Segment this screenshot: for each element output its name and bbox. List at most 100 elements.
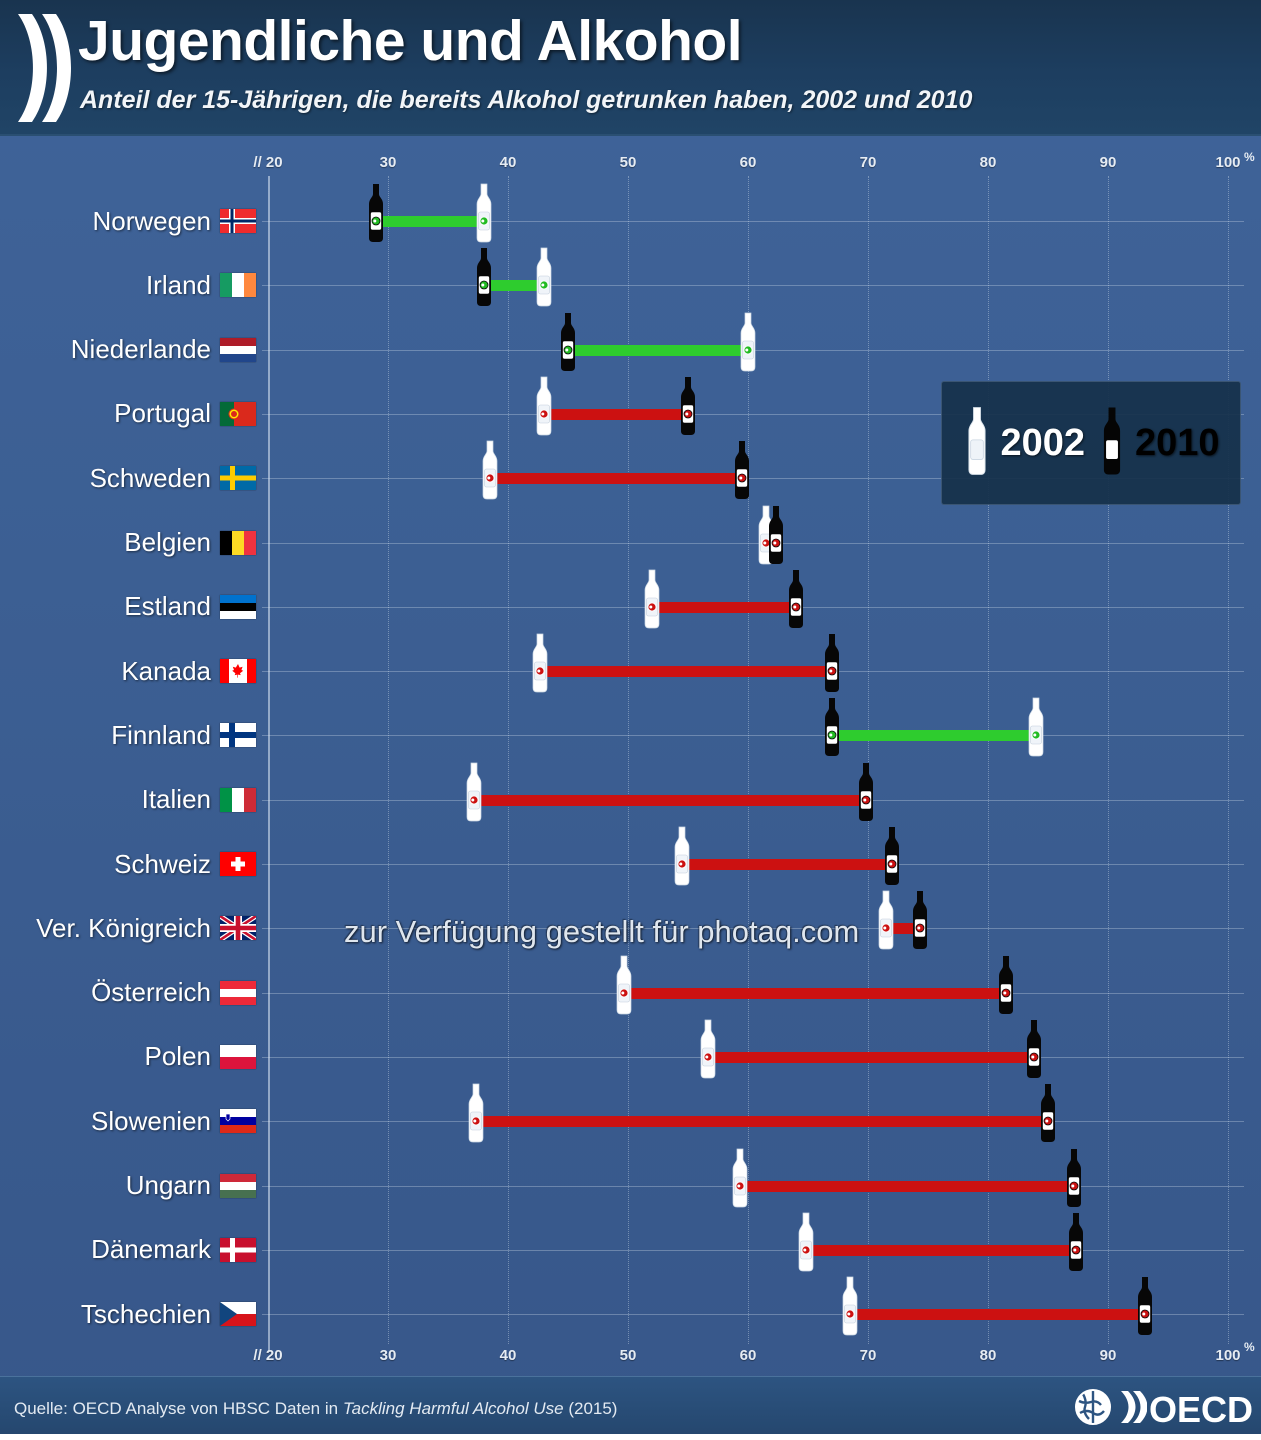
gridline-vertical bbox=[868, 176, 869, 1344]
axis-tick-label-70-bottom: 70 bbox=[859, 1347, 877, 1364]
flag-no-icon bbox=[220, 209, 256, 233]
gridline-horizontal bbox=[262, 735, 1244, 737]
datapoint-bottle-2002 bbox=[527, 632, 553, 694]
datapoint-bottle-2010 bbox=[853, 761, 879, 823]
axis-tick-label-50-bottom: 50 bbox=[619, 1347, 637, 1364]
flag-pl-icon bbox=[220, 1044, 256, 1069]
country-label-fi: Finnland bbox=[0, 720, 262, 750]
connector-bar-up bbox=[475, 1116, 1048, 1128]
gridline-vertical bbox=[388, 176, 389, 1344]
flag-pt-icon bbox=[220, 401, 256, 426]
gridline-horizontal bbox=[262, 1249, 1244, 1251]
country-label-si: Slowenien bbox=[0, 1106, 262, 1136]
country-name: Finnland bbox=[111, 719, 211, 750]
country-label-at: Österreich bbox=[0, 977, 262, 1008]
country-name: Slowenien bbox=[91, 1105, 211, 1136]
country-label-dk: Dänemark bbox=[0, 1234, 262, 1265]
country-label-be: Belgien bbox=[0, 527, 262, 558]
datapoint-bottle-2010 bbox=[879, 825, 905, 887]
datapoint-bottle-2002 bbox=[531, 375, 557, 437]
axis-tick-label-80-bottom: 80 bbox=[979, 1347, 997, 1364]
country-name: Österreich bbox=[91, 977, 211, 1008]
source-prefix: Quelle: OECD Analyse von HBSC Daten in bbox=[14, 1399, 343, 1418]
country-label-hu: Ungarn bbox=[0, 1170, 262, 1201]
gridline-vertical bbox=[508, 176, 509, 1344]
flag-ch-icon bbox=[220, 852, 256, 876]
oecd-globe-icon bbox=[1071, 1385, 1115, 1434]
connector-bar-down bbox=[568, 344, 748, 356]
country-label-no: Norwegen bbox=[0, 206, 262, 236]
country-label-it: Italien bbox=[0, 784, 262, 815]
gridline-horizontal bbox=[262, 285, 1244, 287]
gridline-vertical bbox=[1228, 176, 1229, 1344]
connector-bar-up bbox=[805, 1244, 1076, 1256]
country-name: Niederlande bbox=[70, 334, 211, 365]
axis-tick-label-30-bottom: 30 bbox=[379, 1347, 397, 1364]
header-banner: Jugendliche und Alkohol Anteil der 15-Jä… bbox=[0, 0, 1261, 136]
page-title: Jugendliche und Alkohol bbox=[78, 9, 743, 73]
flag-dk-icon bbox=[220, 1237, 256, 1262]
datapoint-bottle-2010 bbox=[471, 246, 497, 308]
gridline-vertical bbox=[628, 176, 629, 1344]
legend-item-2010: 2010 bbox=[1097, 404, 1220, 483]
datapoint-bottle-2010 bbox=[675, 375, 701, 437]
country-name: Estland bbox=[124, 591, 211, 622]
axis-tick-label-90-bottom: 90 bbox=[1099, 1347, 1117, 1364]
flag-gb-icon bbox=[220, 916, 256, 941]
datapoint-bottle-2010 bbox=[819, 696, 845, 758]
black-bottle-icon bbox=[1097, 404, 1127, 483]
axis-tick-label-30-top: 30 bbox=[379, 154, 397, 171]
axis-tick-label-80-top: 80 bbox=[979, 154, 997, 171]
country-name: Polen bbox=[144, 1041, 212, 1072]
datapoint-bottle-2002 bbox=[471, 182, 497, 244]
connector-bar-up bbox=[850, 1309, 1146, 1321]
country-label-pt: Portugal bbox=[0, 398, 262, 429]
connector-bar-up bbox=[540, 666, 832, 678]
flag-fi-icon bbox=[220, 723, 256, 748]
axis-tick-label-50-top: 50 bbox=[619, 154, 637, 171]
country-name: Tschechien bbox=[80, 1298, 211, 1329]
axis-unit-top: % bbox=[1244, 150, 1255, 164]
datapoint-bottle-2010 bbox=[1035, 1082, 1061, 1144]
y-axis-line bbox=[268, 176, 270, 1352]
datapoint-bottle-2002 bbox=[1023, 696, 1049, 758]
axis-tick-label-90-top: 90 bbox=[1099, 154, 1117, 171]
country-label-cz: Tschechien bbox=[0, 1299, 262, 1329]
flag-ca-icon bbox=[220, 659, 256, 684]
axis-tick-label-40-top: 40 bbox=[499, 154, 517, 171]
datapoint-bottle-2002 bbox=[695, 1018, 721, 1080]
datapoint-bottle-2002 bbox=[639, 568, 665, 630]
gridline-horizontal bbox=[262, 542, 1244, 544]
chart-plot-area: // 20 // 20 30 30 40 40 50 50 60 60 70 70 80 80 90 90 10… bbox=[0, 136, 1261, 1376]
gridline-horizontal bbox=[262, 413, 1244, 415]
source-note: Quelle: OECD Analyse von HBSC Daten in T… bbox=[14, 1399, 617, 1419]
source-suffix: (2015) bbox=[563, 1399, 618, 1418]
gridline-vertical bbox=[748, 176, 749, 1344]
country-label-ie: Irland bbox=[0, 270, 262, 300]
connector-bar-up bbox=[490, 473, 742, 485]
connector-bar-up bbox=[474, 794, 866, 806]
flag-se-icon bbox=[220, 466, 256, 491]
flag-cz-icon bbox=[220, 1302, 256, 1327]
axis-unit-bottom: % bbox=[1244, 1340, 1255, 1354]
flag-at-icon bbox=[220, 980, 256, 1005]
country-name: Irland bbox=[145, 269, 211, 300]
flag-nl-icon bbox=[220, 337, 256, 362]
datapoint-bottle-2002 bbox=[735, 311, 761, 373]
source-title: Tackling Harmful Alcohol Use bbox=[342, 1399, 564, 1418]
legend-label-2002: 2002 bbox=[1000, 421, 1085, 464]
connector-bar-down bbox=[484, 280, 544, 292]
datapoint-bottle-2002 bbox=[793, 1211, 819, 1273]
watermark-text: zur Verfügung gestellt für photaq.com bbox=[344, 914, 860, 949]
axis-tick-label-40-bottom: 40 bbox=[499, 1347, 517, 1364]
country-label-se: Schweden bbox=[0, 463, 262, 493]
oecd-wordmark: OECD bbox=[1148, 1388, 1253, 1430]
flag-ee-icon bbox=[220, 594, 256, 619]
flag-be-icon bbox=[220, 530, 256, 555]
country-label-pl: Polen bbox=[0, 1041, 262, 1072]
page-subtitle: Anteil der 15-Jährigen, die bereits Alko… bbox=[80, 86, 973, 114]
country-label-ee: Estland bbox=[0, 591, 262, 622]
connector-bar-up bbox=[682, 859, 892, 870]
datapoint-bottle-2002 bbox=[873, 889, 899, 951]
connector-bar-up bbox=[652, 601, 796, 613]
